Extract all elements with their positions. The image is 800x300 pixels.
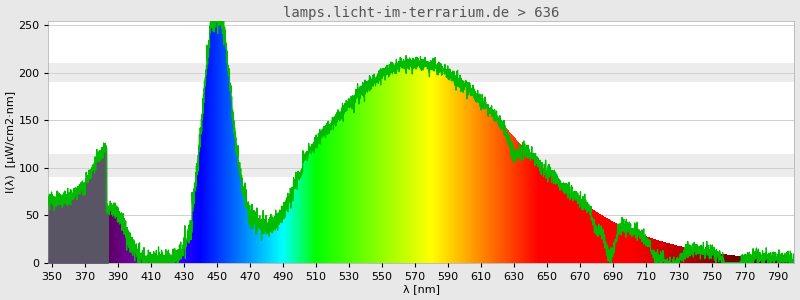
Title: lamps.licht-im-terrarium.de > 636: lamps.licht-im-terrarium.de > 636 [283,6,560,20]
X-axis label: λ [nm]: λ [nm] [403,284,440,294]
Bar [49,154,794,177]
Bar [49,63,794,82]
Y-axis label: I(λ)  [μW/cm2·nm]: I(λ) [μW/cm2·nm] [6,91,15,193]
